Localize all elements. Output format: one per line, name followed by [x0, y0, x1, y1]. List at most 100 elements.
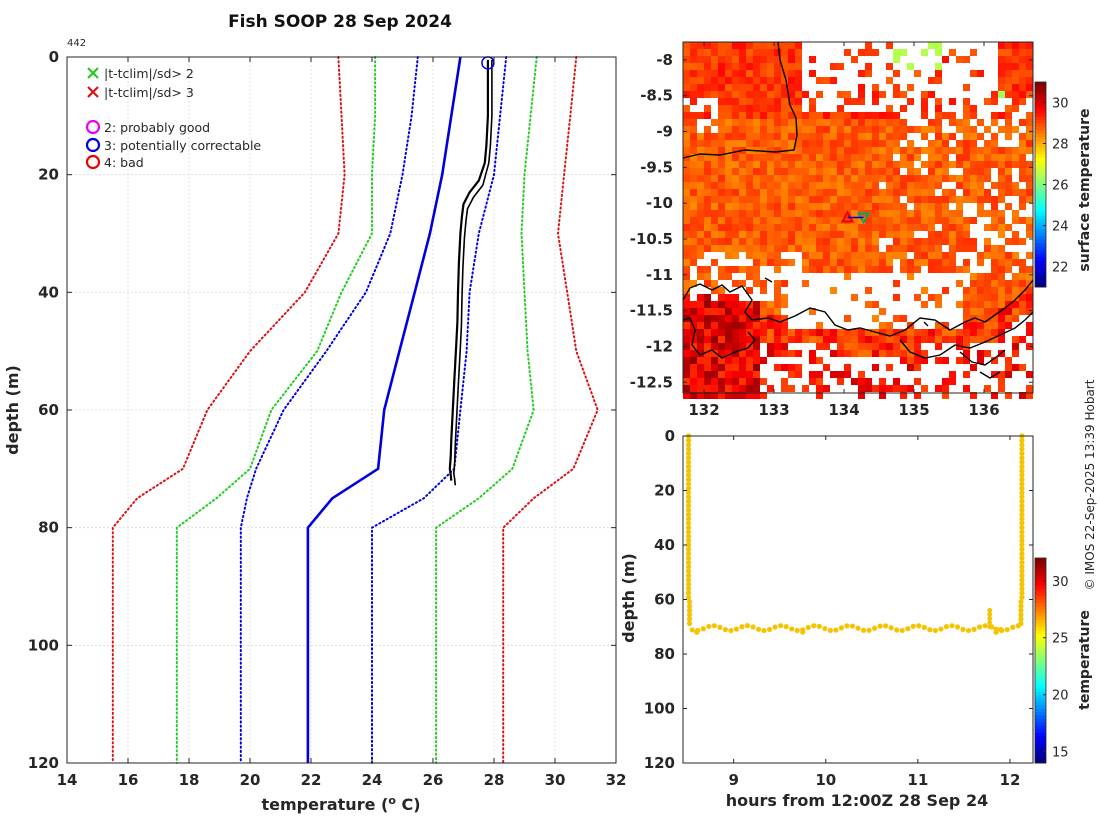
- sst-cell: [718, 217, 725, 224]
- section-colorbar-step: [1035, 643, 1046, 648]
- sst-cell: [872, 189, 879, 196]
- sst-cell: [949, 266, 956, 273]
- sst-cell: [879, 329, 886, 336]
- sst-cell: [991, 357, 998, 364]
- sst-cell: [942, 154, 949, 161]
- coast-north: [682, 41, 798, 159]
- sst-cell: [949, 238, 956, 245]
- sst-cell: [998, 273, 1005, 280]
- sst-cell: [858, 252, 865, 259]
- sst-cell: [795, 56, 802, 63]
- sst-cell: [1019, 154, 1026, 161]
- sst-cell: [928, 42, 935, 49]
- sst-cell: [788, 119, 795, 126]
- sst-cell: [704, 336, 711, 343]
- sst-cell: [928, 154, 935, 161]
- sst-cell: [760, 357, 767, 364]
- sst-cell: [718, 154, 725, 161]
- sst-cell: [844, 161, 851, 168]
- sst-cell: [753, 112, 760, 119]
- section-colorbar-step: [1035, 622, 1046, 627]
- sst-cell: [746, 63, 753, 70]
- sst-cell: [914, 364, 921, 371]
- sst-cell: [774, 203, 781, 210]
- sst-cell: [683, 385, 690, 392]
- sst-cell: [711, 196, 718, 203]
- sst-cell: [1026, 322, 1033, 329]
- sst-cell: [1005, 224, 1012, 231]
- sst-cell: [942, 392, 949, 399]
- sst-cell: [858, 266, 865, 273]
- sst-cell: [746, 238, 753, 245]
- sst-cell: [907, 273, 914, 280]
- sst-cell: [844, 329, 851, 336]
- sst-cell: [1005, 203, 1012, 210]
- sst-cell: [865, 203, 872, 210]
- sst-cell: [739, 343, 746, 350]
- sst-cell: [760, 42, 767, 49]
- sst-cell: [788, 84, 795, 91]
- sst-cell: [767, 301, 774, 308]
- sst-cell: [760, 112, 767, 119]
- sst-cell: [963, 371, 970, 378]
- sst-cell: [984, 385, 991, 392]
- sst-cell: [704, 42, 711, 49]
- sst-cell: [900, 252, 907, 259]
- sst-cell: [718, 343, 725, 350]
- sst-cell: [914, 126, 921, 133]
- sst-cell: [746, 112, 753, 119]
- section-point: [827, 627, 833, 634]
- sst-cell: [746, 350, 753, 357]
- sst-cell: [1012, 280, 1019, 287]
- sst-cell: [886, 385, 893, 392]
- sst-cell: [823, 168, 830, 175]
- sst-cell: [963, 182, 970, 189]
- sst-cell: [781, 210, 788, 217]
- sst-cell: [872, 133, 879, 140]
- map-colorbar-step: [1035, 194, 1046, 199]
- sst-cell: [774, 308, 781, 315]
- sst-cell: [823, 154, 830, 161]
- sst-cell: [816, 378, 823, 385]
- sst-cell: [767, 168, 774, 175]
- sst-cell: [690, 189, 697, 196]
- sst-cell: [732, 238, 739, 245]
- sst-cell: [921, 287, 928, 294]
- sst-cell: [935, 329, 942, 336]
- sst-cell: [942, 140, 949, 147]
- sst-cell: [984, 315, 991, 322]
- coast-southeast: [899, 311, 1034, 359]
- sst-cell: [837, 378, 844, 385]
- sst-cell: [921, 91, 928, 98]
- sst-cell: [977, 287, 984, 294]
- sst-cell: [1012, 336, 1019, 343]
- sst-cell: [998, 266, 1005, 273]
- sst-cell: [991, 308, 998, 315]
- map-colorbar-step: [1035, 146, 1046, 151]
- sst-cell: [858, 49, 865, 56]
- sst-cell: [865, 259, 872, 266]
- section-ytick-label: 40: [654, 536, 675, 554]
- sst-cell: [774, 210, 781, 217]
- sst-cell: [788, 70, 795, 77]
- sst-cell: [984, 322, 991, 329]
- sst-cell: [935, 112, 942, 119]
- profile-xtick-label: 28: [484, 771, 505, 789]
- sst-cell: [802, 203, 809, 210]
- sst-cell: [858, 392, 865, 399]
- map-colorbar-step: [1035, 218, 1046, 223]
- sst-cell: [998, 322, 1005, 329]
- sst-cell: [865, 70, 872, 77]
- sst-cell: [767, 112, 774, 119]
- sst-cell: [1012, 126, 1019, 133]
- sst-cell: [963, 385, 970, 392]
- sst-cell: [788, 140, 795, 147]
- sst-cell: [865, 63, 872, 70]
- sst-cell: [991, 336, 998, 343]
- sst-cell: [921, 105, 928, 112]
- sst-cell: [711, 182, 718, 189]
- sst-cell: [928, 140, 935, 147]
- sst-cell: [718, 63, 725, 70]
- sst-cell: [893, 343, 900, 350]
- sst-cell: [781, 49, 788, 56]
